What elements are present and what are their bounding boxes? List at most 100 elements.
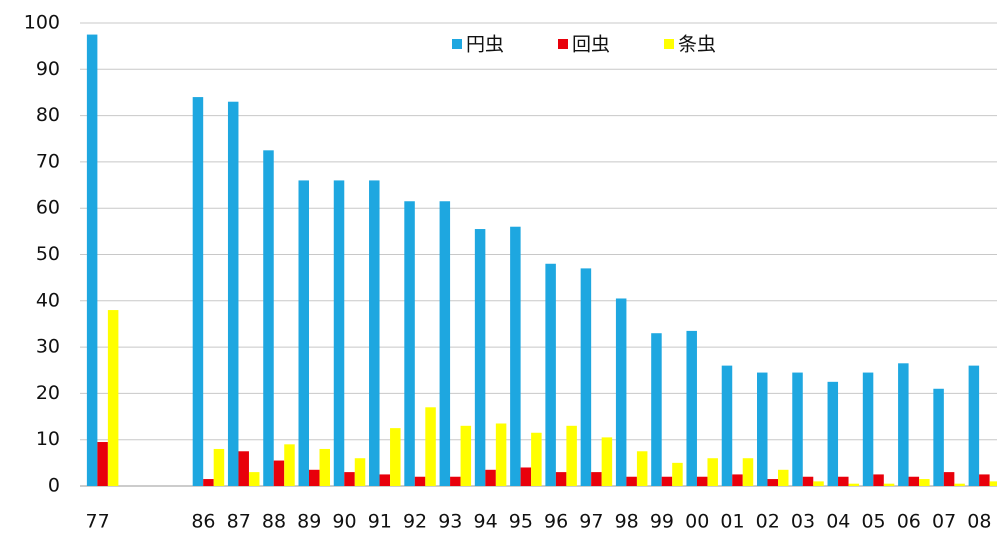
bar bbox=[636, 451, 648, 486]
bar bbox=[989, 481, 997, 486]
bar bbox=[626, 476, 637, 486]
x-tick-label: 93 bbox=[438, 511, 462, 533]
y-tick-label: 0 bbox=[48, 475, 60, 497]
y-tick-label: 50 bbox=[36, 243, 60, 265]
bar bbox=[721, 365, 733, 486]
bar bbox=[450, 476, 461, 486]
x-tick-label: 98 bbox=[615, 511, 639, 533]
legend-swatch bbox=[452, 39, 462, 49]
y-tick-label: 10 bbox=[36, 428, 60, 450]
bar bbox=[97, 442, 108, 486]
bar bbox=[696, 476, 708, 486]
bar bbox=[107, 310, 119, 486]
bar bbox=[460, 425, 472, 486]
bar bbox=[213, 448, 225, 486]
x-tick-label: 04 bbox=[826, 511, 850, 533]
x-tick-label: 96 bbox=[544, 511, 568, 533]
bar bbox=[390, 428, 401, 486]
x-tick-label: 94 bbox=[474, 511, 498, 533]
bar bbox=[379, 474, 391, 486]
bar bbox=[908, 476, 920, 486]
bar bbox=[227, 101, 239, 487]
bar bbox=[848, 483, 860, 486]
bar bbox=[284, 444, 295, 486]
bar bbox=[802, 476, 814, 486]
bar bbox=[309, 469, 320, 486]
bar bbox=[672, 462, 683, 486]
bar bbox=[943, 472, 955, 486]
x-tick-label: 95 bbox=[509, 511, 533, 533]
legend-swatch bbox=[558, 39, 568, 49]
y-tick-label: 60 bbox=[36, 197, 60, 219]
bar bbox=[742, 458, 754, 486]
bar bbox=[968, 365, 980, 486]
x-tick-label: 00 bbox=[685, 511, 709, 533]
bar bbox=[495, 423, 507, 486]
bar bbox=[520, 467, 532, 486]
bar bbox=[555, 472, 567, 486]
x-tick-label: 05 bbox=[861, 511, 885, 533]
x-tick-label: 90 bbox=[332, 511, 356, 533]
bar bbox=[767, 479, 778, 486]
y-tick-label: 30 bbox=[36, 336, 60, 358]
bar bbox=[566, 425, 577, 486]
bar bbox=[86, 34, 98, 486]
bar bbox=[203, 479, 214, 486]
bar bbox=[439, 201, 451, 486]
bar bbox=[319, 448, 330, 486]
bar bbox=[757, 372, 768, 486]
bar bbox=[263, 150, 274, 486]
x-tick-label: 08 bbox=[967, 511, 991, 533]
x-tick-label: 01 bbox=[720, 511, 744, 533]
bar bbox=[591, 472, 602, 486]
x-tick-label: 02 bbox=[756, 511, 780, 533]
x-tick-label: 07 bbox=[932, 511, 956, 533]
x-tick-label: 87 bbox=[227, 511, 251, 533]
bar bbox=[354, 458, 366, 486]
y-tick-label: 40 bbox=[36, 289, 60, 311]
bar bbox=[792, 372, 803, 486]
bar bbox=[238, 451, 249, 486]
x-tick-label: 06 bbox=[897, 511, 921, 533]
bar bbox=[531, 432, 542, 486]
bar bbox=[862, 372, 874, 486]
x-tick-label: 86 bbox=[191, 511, 215, 533]
bar bbox=[898, 363, 909, 486]
bar bbox=[414, 476, 426, 486]
y-tick-label: 70 bbox=[36, 150, 60, 172]
y-tick-label: 90 bbox=[36, 58, 60, 80]
bar bbox=[580, 268, 592, 486]
bar bbox=[333, 180, 345, 487]
bar bbox=[545, 263, 556, 486]
bar bbox=[661, 476, 673, 486]
bar bbox=[778, 469, 789, 486]
bar bbox=[873, 474, 884, 486]
x-tick-label: 03 bbox=[791, 511, 815, 533]
bar bbox=[707, 458, 718, 486]
bar bbox=[425, 407, 436, 486]
x-tick-label: 97 bbox=[579, 511, 603, 533]
legend-label: 条虫 bbox=[678, 34, 716, 56]
bar bbox=[651, 333, 662, 486]
bar bbox=[485, 469, 496, 486]
bar bbox=[813, 481, 824, 486]
bar bbox=[615, 298, 627, 486]
y-tick-label: 100 bbox=[24, 12, 60, 34]
bar bbox=[601, 437, 613, 486]
y-tick-label: 80 bbox=[36, 104, 60, 126]
bar bbox=[404, 201, 415, 486]
bar bbox=[919, 479, 930, 486]
bar bbox=[344, 472, 355, 486]
legend-label: 回虫 bbox=[572, 34, 610, 56]
x-tick-label: 99 bbox=[650, 511, 674, 533]
bar bbox=[979, 474, 990, 486]
legend-swatch bbox=[664, 39, 674, 49]
x-tick-label: 88 bbox=[262, 511, 286, 533]
x-tick-label: 89 bbox=[297, 511, 321, 533]
x-tick-label: 92 bbox=[403, 511, 427, 533]
bar bbox=[248, 472, 260, 486]
bar bbox=[510, 226, 521, 486]
bar bbox=[686, 330, 697, 486]
bar bbox=[369, 180, 380, 487]
